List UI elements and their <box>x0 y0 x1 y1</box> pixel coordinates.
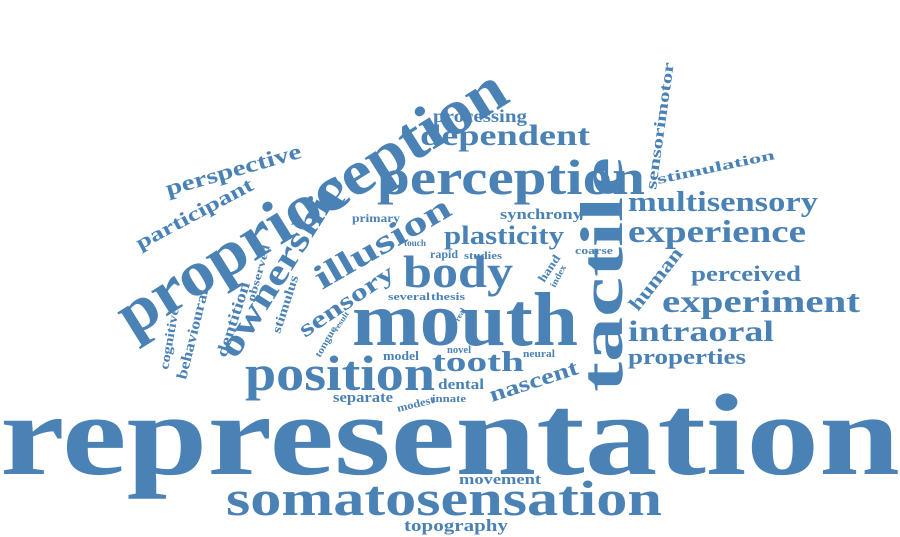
word-tactile: tactile <box>569 157 635 392</box>
word-somatosensation: somatosensation <box>226 470 662 526</box>
word-dental: dental <box>438 377 484 393</box>
word-multisensory: multisensory <box>628 187 818 218</box>
word-rapid: rapid <box>430 247 458 261</box>
word-perception: perception <box>377 149 645 205</box>
word-plasticity: plasticity <box>444 221 564 250</box>
word-novel: novel <box>447 345 471 356</box>
word-intraoral: intraoral <box>628 315 774 348</box>
word-studies: studies <box>464 250 503 262</box>
word-experience: experience <box>628 213 806 249</box>
word-innate: innate <box>432 393 466 405</box>
word-tooth: tooth <box>432 347 525 378</box>
word-coarse: coarse <box>575 245 613 257</box>
word-topography: topography <box>404 516 509 535</box>
word-stimulation: stimulation <box>656 148 777 188</box>
word-experiment: experiment <box>662 283 860 319</box>
word-processing: processing <box>433 106 527 126</box>
word-model: model <box>383 348 419 363</box>
word-mouth: mouth <box>352 278 578 362</box>
word-synchrony: synchrony <box>500 207 583 223</box>
word-body: body <box>403 246 513 297</box>
word-dependent: dependent <box>420 119 590 152</box>
word-separate: separate <box>333 390 393 406</box>
word-primary: primary <box>352 211 400 225</box>
word-properties: properties <box>628 344 747 369</box>
word-position: position <box>245 345 435 401</box>
word-several: several <box>388 291 430 303</box>
word-representation: representation <box>0 372 900 500</box>
word-perceived: perceived <box>691 261 801 286</box>
word-neural: neural <box>523 349 555 360</box>
word-movement: movement <box>459 472 541 488</box>
word-touch: touch <box>404 238 426 248</box>
word-thesis: thesis <box>431 291 466 303</box>
